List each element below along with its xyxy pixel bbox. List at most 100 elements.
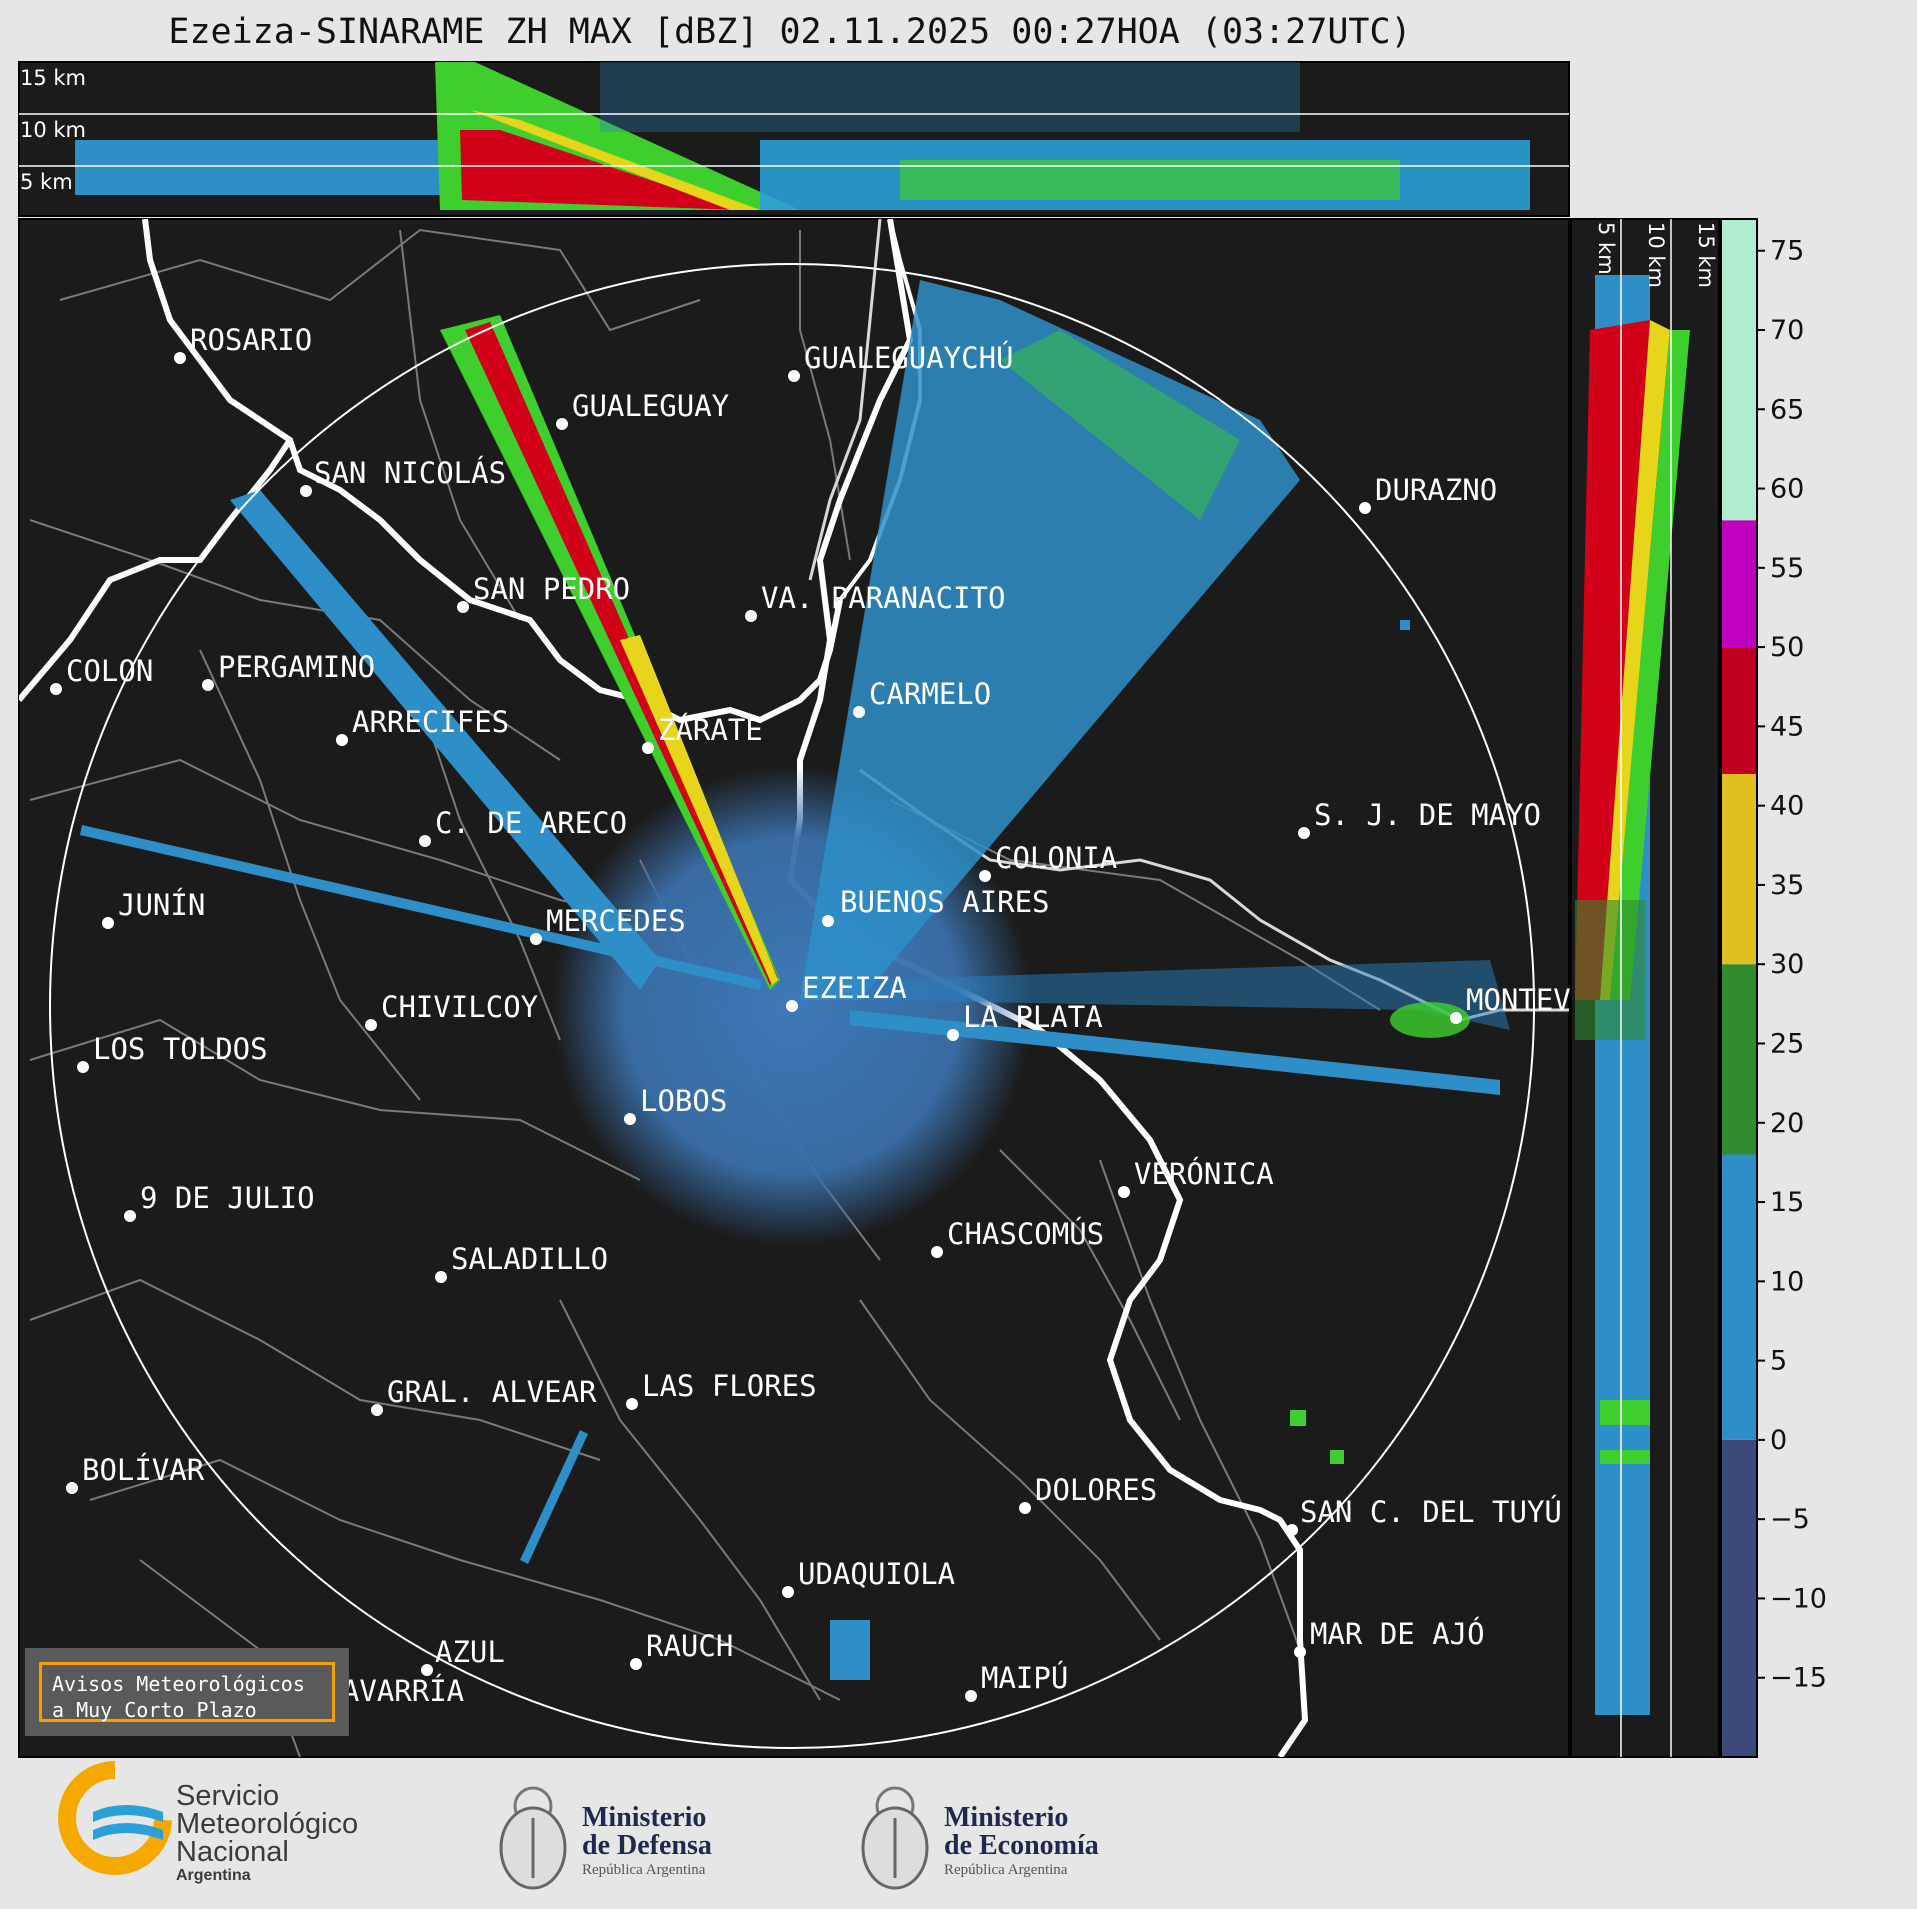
city-marker-azul xyxy=(421,1664,433,1676)
colorbar-tick-label: 50 xyxy=(1770,632,1804,663)
city-marker-mercedes xyxy=(530,933,542,945)
avisos-badge[interactable]: Avisos Meteorológicos a Muy Corto Plazo xyxy=(25,1648,349,1736)
colorbar-tick-label: 5 xyxy=(1770,1346,1787,1377)
city-label-carmelo: CARMELO xyxy=(869,677,991,711)
city-label-ezeiza: EZEIZA xyxy=(802,971,907,1005)
city-label-zarate: ZÁRATE xyxy=(658,713,763,747)
city-marker-buenos-aires xyxy=(822,915,834,927)
top-alt-label-15: 15 km xyxy=(20,66,86,90)
defensa-seal-icon xyxy=(499,1786,567,1890)
smn-wordmark: Servicio Meteorológico Nacional Argentin… xyxy=(176,1782,358,1886)
avisos-line-2: a Muy Corto Plazo xyxy=(52,1698,257,1722)
colorbar-band-5 xyxy=(1721,520,1757,648)
echo-montevideo xyxy=(1390,1002,1470,1038)
city-label-saladillo: SALADILLO xyxy=(451,1242,608,1276)
colorbar-tick-label: 10 xyxy=(1770,1266,1804,1297)
city-label-chivilcoy: CHIVILCOY xyxy=(381,990,538,1024)
echo-e-patch xyxy=(860,960,1510,1030)
city-label-montev: MONTEV xyxy=(1466,983,1571,1017)
city-marker-san-c-del-tuyu xyxy=(1286,1524,1298,1536)
city-label-lobos: LOBOS xyxy=(640,1084,727,1118)
colorbar-tick-label: 35 xyxy=(1770,870,1804,901)
colorbar-band-3 xyxy=(1721,773,1757,965)
city-marker-lobos xyxy=(624,1113,636,1125)
city-marker-c-de-areco xyxy=(419,835,431,847)
avisos-line-1: Avisos Meteorológicos xyxy=(52,1672,305,1696)
city-marker-carmelo xyxy=(853,706,865,718)
city-label-mercedes: MERCEDES xyxy=(546,904,686,938)
city-marker-s-j-de-mayo xyxy=(1298,827,1310,839)
city-label-mar-de-ajo: MAR DE AJÓ xyxy=(1310,1617,1485,1651)
colorbar-tick-label: −5 xyxy=(1770,1504,1810,1535)
smn-logo-icon xyxy=(58,1761,172,1875)
colorbar-tick-label: 40 xyxy=(1770,791,1804,822)
chart-title: Ezeiza-SINARAME ZH MAX [dBZ] 02.11.2025 … xyxy=(168,12,1412,52)
city-marker-colon xyxy=(50,683,62,695)
colorbar-tick-label: 60 xyxy=(1770,474,1804,505)
city-marker-dolores xyxy=(1019,1502,1031,1514)
city-marker-9-de-julio xyxy=(124,1210,136,1222)
colorbar-tick-label: 65 xyxy=(1770,394,1804,425)
city-marker-gral-alvear xyxy=(371,1404,383,1416)
range-ring xyxy=(49,263,1535,1749)
city-marker-va-paranacito xyxy=(745,610,757,622)
city-label-la-plata: LA PLATA xyxy=(963,1000,1103,1034)
echo-ne-green xyxy=(1000,330,1240,520)
city-marker-los-toldos xyxy=(77,1061,89,1073)
city-label-rauch: RAUCH xyxy=(646,1629,733,1663)
city-label-rosario: ROSARIO xyxy=(190,323,312,357)
defensa-wordmark: Ministerio de Defensa República Argentin… xyxy=(582,1804,712,1880)
economia-wordmark: Ministerio de Economía República Argenti… xyxy=(944,1804,1099,1880)
colorbar-tick-label: 25 xyxy=(1770,1028,1804,1059)
city-marker-mar-de-ajo xyxy=(1294,1646,1306,1658)
echo-cell-4 xyxy=(830,1620,870,1680)
side-altitude-panel: 5 km 10 km 15 km xyxy=(1570,218,1720,1758)
city-marker-rosario xyxy=(174,352,186,364)
city-marker-saladillo xyxy=(435,1271,447,1283)
city-marker-arrecifes xyxy=(336,734,348,746)
top-alt-label-10: 10 km xyxy=(20,118,86,142)
colorbar-band-6 xyxy=(1721,219,1757,521)
echo-nnw-yellow xyxy=(620,635,778,985)
side-echo-low-1 xyxy=(1600,1400,1650,1425)
city-label-9-de-julio: 9 DE JULIO xyxy=(140,1181,315,1215)
city-label-los-toldos: LOS TOLDOS xyxy=(93,1032,268,1066)
colorbar-tick-label: 0 xyxy=(1770,1425,1787,1456)
city-marker-junin xyxy=(102,917,114,929)
colorbar-tick-label: 45 xyxy=(1770,711,1804,742)
city-marker-bolivar xyxy=(66,1482,78,1494)
city-marker-san-pedro xyxy=(457,601,469,613)
top-echo-west xyxy=(75,140,475,195)
top-alt-label-5: 5 km xyxy=(20,170,73,194)
side-echo-low-2 xyxy=(1600,1450,1650,1464)
city-marker-san-nicolas xyxy=(300,485,312,497)
city-label-azul: AZUL xyxy=(435,1635,505,1669)
smn-line-4: Argentina xyxy=(176,1867,251,1884)
city-marker-ezeiza xyxy=(786,1000,798,1012)
colorbar-tick-label: 20 xyxy=(1770,1108,1804,1139)
top-echo-red xyxy=(460,130,740,210)
echo-s-streak xyxy=(520,1430,588,1564)
echo-cell-2 xyxy=(1290,1410,1306,1426)
side-alt-label-10: 10 km xyxy=(1644,222,1668,288)
echo-ese-streak xyxy=(850,1010,1500,1095)
city-label-las-flores: LAS FLORES xyxy=(642,1369,817,1403)
city-label-bolivar: BOLÍVAR xyxy=(82,1453,205,1487)
city-label-veronica: VERÓNICA xyxy=(1134,1157,1274,1191)
city-label-va-paranacito: VA. PARANACITO xyxy=(761,581,1005,615)
colorbar-tick-label: 55 xyxy=(1770,553,1804,584)
city-label-pergamino: PERGAMINO xyxy=(218,650,375,684)
side-alt-label-15: 15 km xyxy=(1694,222,1718,288)
city-label-dolores: DOLORES xyxy=(1035,1473,1157,1507)
top-echo-high xyxy=(600,62,1300,132)
city-marker-las-flores xyxy=(626,1398,638,1410)
echo-cell-1 xyxy=(1400,620,1410,630)
smn-line-3: Nacional xyxy=(176,1836,289,1868)
city-label-colon: COLON xyxy=(66,654,153,688)
economia-seal-icon xyxy=(861,1786,929,1890)
city-label-junin: JUNÍN xyxy=(118,888,205,922)
footer-logos: Servicio Meteorológico Nacional Argentin… xyxy=(0,1760,1917,1909)
top-altitude-panel: 15 km 10 km 5 km xyxy=(18,61,1570,217)
